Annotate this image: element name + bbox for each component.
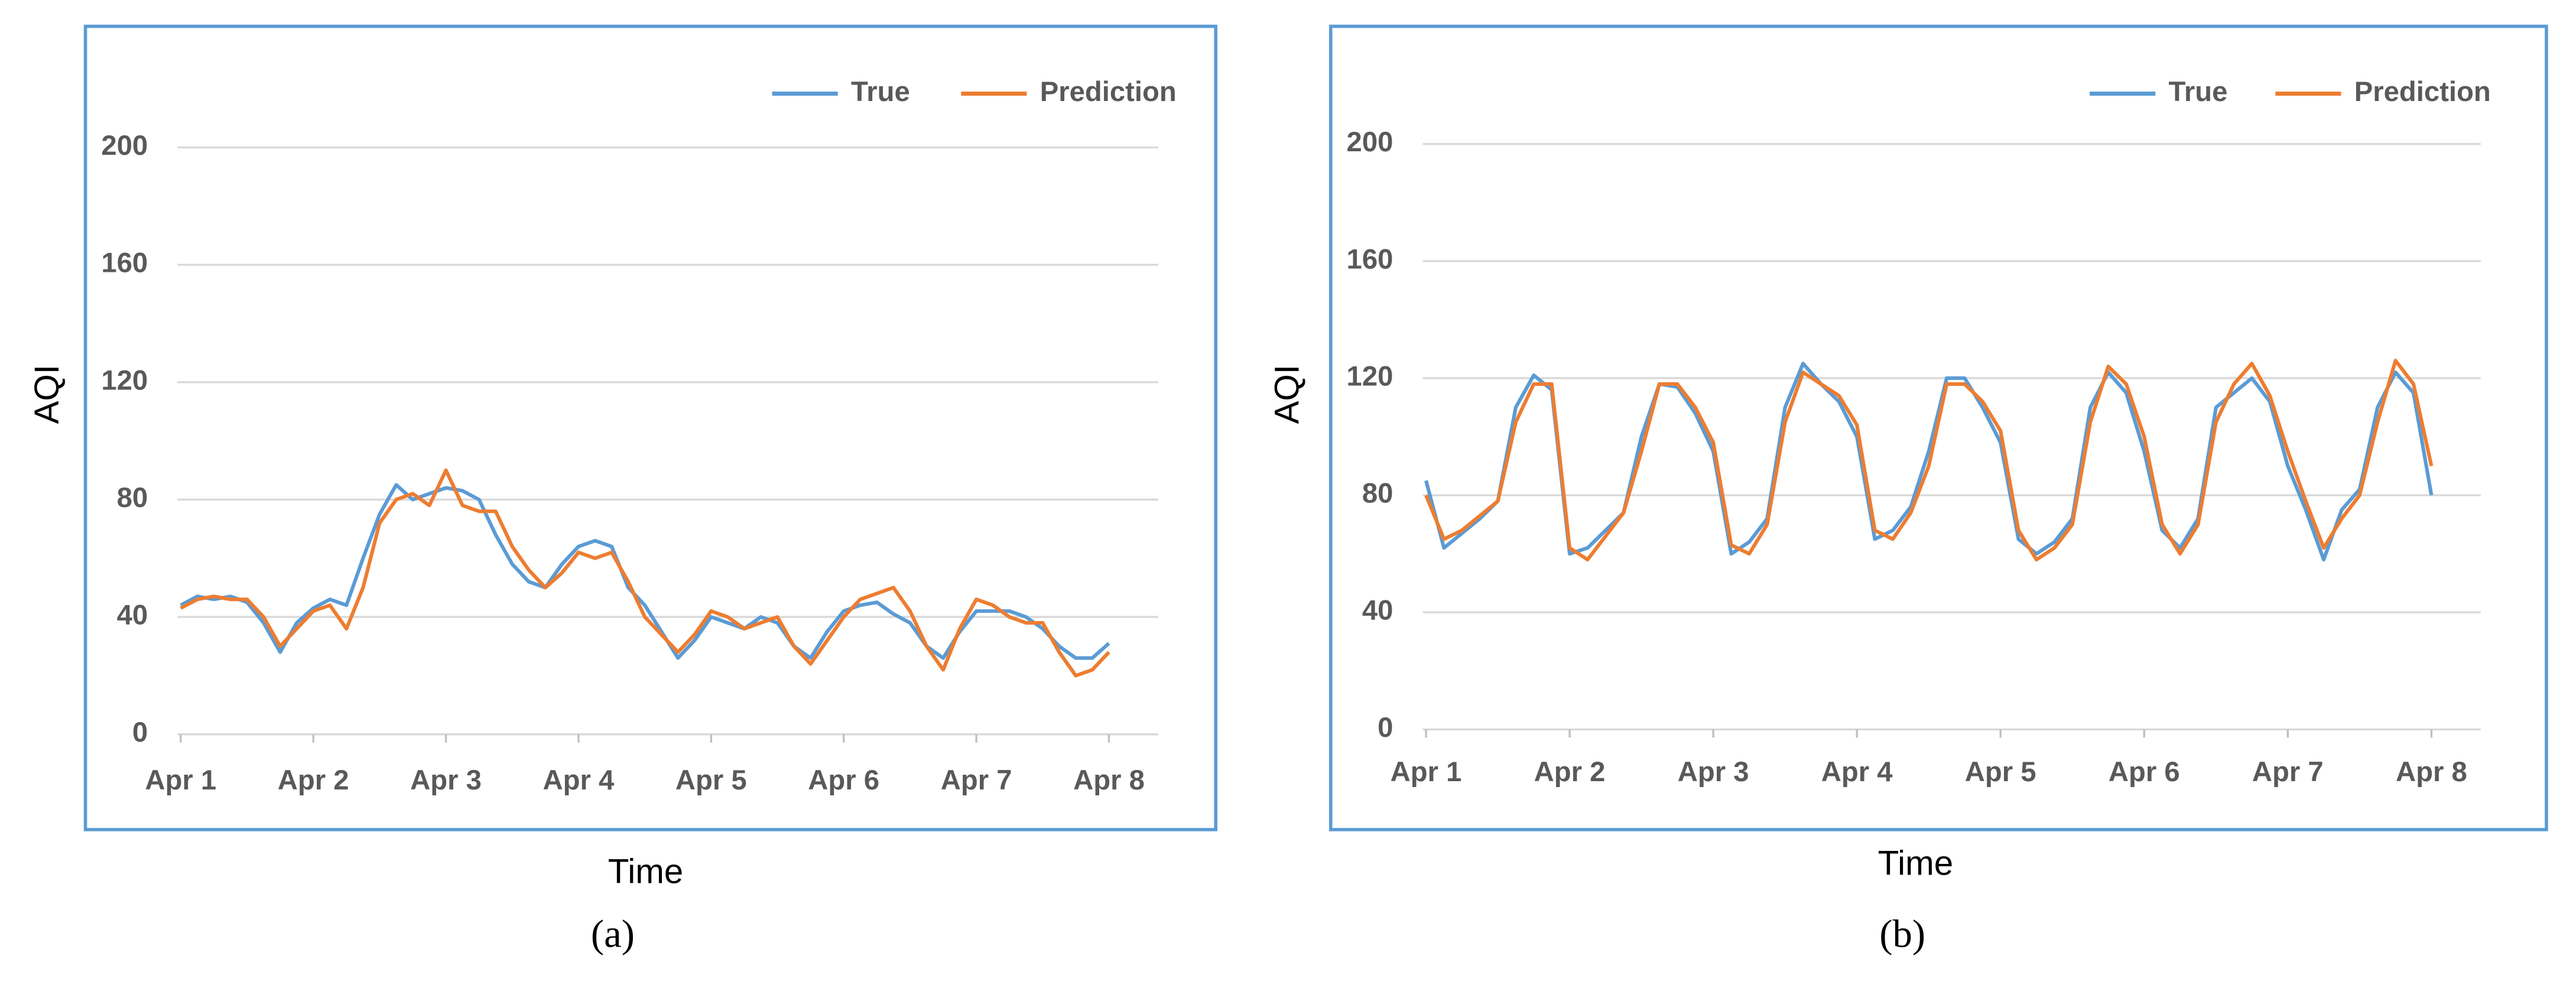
x-tick-label: Apr 8 [2396, 756, 2467, 788]
y-tick-label: 200 [101, 130, 148, 161]
series-line [180, 483, 1110, 660]
legend-label: True [851, 76, 910, 108]
x-tick-label: Apr 2 [1534, 756, 1606, 788]
y-tick-label: 120 [101, 365, 148, 396]
y-tick-label: 160 [101, 248, 148, 279]
y-tick-label: 80 [117, 482, 148, 514]
x-tick-label: Apr 4 [543, 765, 615, 796]
x-tick-label: Apr 5 [675, 765, 747, 796]
panel-frame [1328, 24, 2548, 831]
y-tick-label: 120 [1347, 360, 1393, 392]
x-tick-label: Apr 6 [2109, 756, 2180, 788]
y-tick-label: 200 [1347, 126, 1393, 158]
x-axis-title: Time [1878, 844, 1954, 883]
panel-frame [83, 24, 1217, 831]
y-tick-label: 40 [1362, 595, 1393, 626]
x-tick-label: Apr 1 [145, 765, 216, 796]
x-tick-label: Apr 2 [278, 765, 349, 796]
x-tick-label: Apr 3 [1678, 756, 1749, 788]
series-line [1424, 362, 2434, 562]
x-tick-label: Apr 7 [941, 765, 1012, 796]
panel-caption: (b) [1879, 913, 1925, 956]
series-line [180, 468, 1110, 678]
legend-label: True [2169, 76, 2228, 108]
legend-label: Prediction [1040, 76, 1177, 108]
x-tick-label: Apr 3 [410, 765, 482, 796]
panel-caption: (a) [591, 913, 635, 956]
x-tick-label: Apr 4 [1821, 756, 1893, 788]
x-tick-label: Apr 8 [1073, 765, 1145, 796]
y-tick-label: 0 [1378, 712, 1393, 743]
x-tick-label: Apr 6 [808, 765, 879, 796]
x-tick-label: Apr 1 [1391, 756, 1462, 788]
x-tick-label: Apr 5 [1965, 756, 2036, 788]
y-tick-label: 0 [132, 717, 148, 748]
x-tick-label: Apr 7 [2252, 756, 2324, 788]
y-tick-label: 160 [1347, 243, 1393, 275]
y-tick-label: 80 [1362, 478, 1393, 509]
y-tick-label: 40 [117, 600, 148, 631]
series-line [1424, 359, 2434, 562]
y-axis-title: AQI [28, 365, 66, 424]
legend-label: Prediction [2354, 76, 2491, 108]
x-axis-title: Time [608, 852, 684, 890]
y-axis-title: AQI [1268, 365, 1307, 424]
